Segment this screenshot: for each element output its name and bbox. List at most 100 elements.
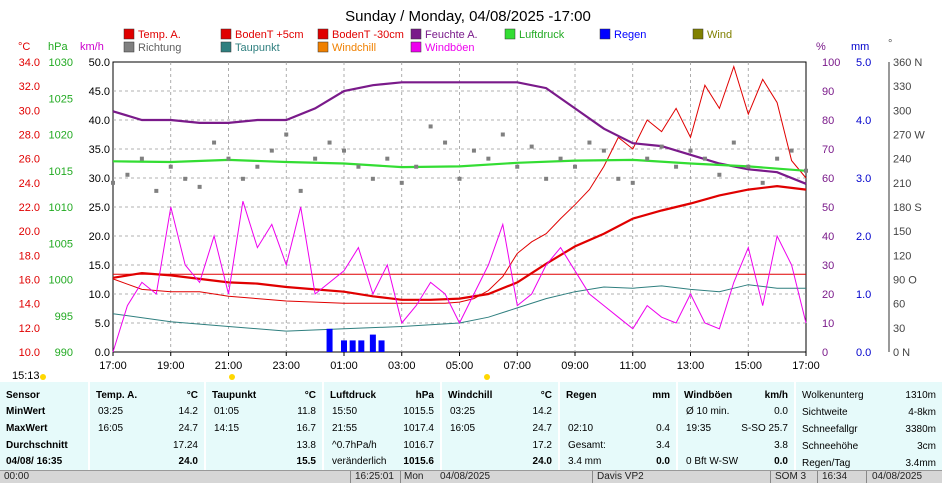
stats-value: 14.2 — [178, 406, 198, 417]
temp-tick: 10.0 — [19, 347, 40, 359]
direction-tick: 120 — [893, 250, 911, 262]
legend-label: Windböen — [425, 42, 475, 54]
legend-label: Richtung — [138, 42, 181, 54]
misc-label: Regen/Tag — [802, 458, 851, 469]
humidity-tick: 20 — [822, 289, 834, 301]
humidity-tick: 70 — [822, 144, 834, 156]
x-axis: 17:00 19:00 21:00 23:00 01:00 03:00 05:00 07:00… — [99, 352, 820, 372]
legend-swatch — [410, 28, 422, 40]
stats-header: Windböen — [684, 390, 733, 401]
x-tick-label: 15:00 — [734, 360, 762, 372]
status-separator — [770, 471, 771, 483]
rain-tick: 3.0 — [856, 173, 871, 185]
wind-tick: 40.0 — [89, 115, 110, 127]
direction-tick: 270 W — [893, 130, 925, 142]
legend-swatch — [692, 28, 704, 40]
direction-tick: 240 — [893, 154, 911, 166]
stats-time: 19:35 — [686, 423, 712, 434]
legend-label: Regen — [614, 29, 646, 41]
stats-time: 01:05 — [214, 406, 240, 417]
stats-time: 02:10 — [568, 423, 594, 434]
status-separator — [866, 471, 867, 483]
misc-value: 3380m — [905, 424, 936, 435]
y-axes: 10.0 12.0 14.0 16.0 18.0 20.0 22.0 24.0 26.0 28.0… — [19, 57, 926, 359]
wind-tick: 50.0 — [89, 57, 110, 69]
humidity-tick: 40 — [822, 231, 834, 243]
stats-unit: °C — [540, 390, 552, 401]
richtung-point — [212, 140, 217, 145]
stats-time: Ø 10 min. — [686, 406, 730, 417]
status-field: 00:00 — [4, 471, 30, 482]
richtung-point — [471, 148, 476, 153]
temp-tick: 12.0 — [19, 323, 40, 335]
richtung-point — [269, 148, 274, 153]
humidity-tick: 80 — [822, 115, 834, 127]
richtung-point — [226, 156, 231, 161]
stats-value: 0.0 — [656, 456, 670, 467]
time-marker-21 — [229, 374, 235, 380]
status-field: 16:25:01 — [355, 471, 394, 482]
stats-value: 13.8 — [296, 440, 316, 451]
temp-a--line — [112, 64, 807, 304]
richtung-point — [154, 188, 159, 193]
pressure-unit: hPa — [48, 41, 68, 53]
richtung-point — [457, 176, 462, 181]
legend-label: Wind — [707, 29, 732, 41]
humidity-tick: 10 — [822, 318, 834, 330]
x-tick-label: 23:00 — [272, 360, 300, 372]
pressure-tick: 995 — [55, 311, 73, 323]
stats-header: Taupunkt — [212, 390, 257, 401]
richtung-point — [659, 144, 664, 149]
stats-time: 0 Bft W-SW — [686, 456, 739, 467]
stats-panel-sensor: Sensor MinWert MaxWert Durchschnitt 04/08/ 1… — [0, 382, 88, 470]
direction-tick: 300 — [893, 105, 911, 117]
rain-tick: 0.0 — [856, 347, 871, 359]
richtung-point — [298, 188, 303, 193]
temp-tick: 18.0 — [19, 250, 40, 262]
stats-value: 11.8 — [297, 406, 316, 417]
stats-panel-pressure: Luftdruck hPa 15:50 1015.5 21:55 1017.4 ^0.7hP… — [324, 382, 440, 470]
richtung-point — [125, 172, 130, 177]
temp-tick: 16.0 — [19, 275, 40, 287]
richtung-point — [760, 180, 765, 185]
legend-label: BodenT -30cm — [332, 29, 404, 41]
stats-value: 14.2 — [532, 406, 552, 417]
stats-time: ^0.7hPa/h — [332, 440, 377, 451]
status-separator — [350, 471, 351, 483]
humidity-unit: % — [816, 41, 826, 53]
stats-time: veränderlich — [332, 456, 387, 467]
direction-tick: 360 N — [893, 57, 922, 69]
stats-time: 16:05 — [450, 423, 476, 434]
rain-unit: mm — [851, 41, 869, 53]
richtung-point — [688, 148, 693, 153]
pressure-tick: 1025 — [49, 93, 73, 105]
richtung-point — [327, 140, 332, 145]
clock-label: 15:13 — [12, 370, 40, 382]
stats-time: 16:05 — [98, 423, 124, 434]
richtung-point — [399, 180, 404, 185]
richtung-point — [731, 140, 736, 145]
misc-label: Sichtweite — [802, 407, 848, 418]
stats-time: 03:25 — [450, 406, 476, 417]
richtung-point — [370, 176, 375, 181]
legend-swatch — [410, 41, 422, 53]
wind-tick: 25.0 — [89, 202, 110, 214]
legend-label: BodenT +5cm — [235, 29, 304, 41]
x-tick-label: 11:00 — [619, 360, 646, 372]
humidity-tick: 50 — [822, 202, 834, 214]
temp-tick: 26.0 — [19, 154, 40, 166]
regen-bar — [378, 340, 385, 352]
x-tick-label: 21:00 — [215, 360, 243, 372]
status-field: 04/08/2025 — [440, 471, 491, 482]
humidity-tick: 60 — [822, 173, 834, 185]
stats-value: 1015.5 — [403, 406, 434, 417]
legend-swatch — [317, 41, 329, 53]
richtung-point — [789, 148, 794, 153]
stats-time: 21:55 — [332, 423, 358, 434]
richtung-point — [746, 164, 751, 169]
richtung-point — [515, 164, 520, 169]
richtung-point — [529, 144, 534, 149]
richtung-point — [443, 140, 448, 145]
temp-tick: 14.0 — [19, 299, 40, 311]
temp-unit: °C — [18, 41, 30, 53]
